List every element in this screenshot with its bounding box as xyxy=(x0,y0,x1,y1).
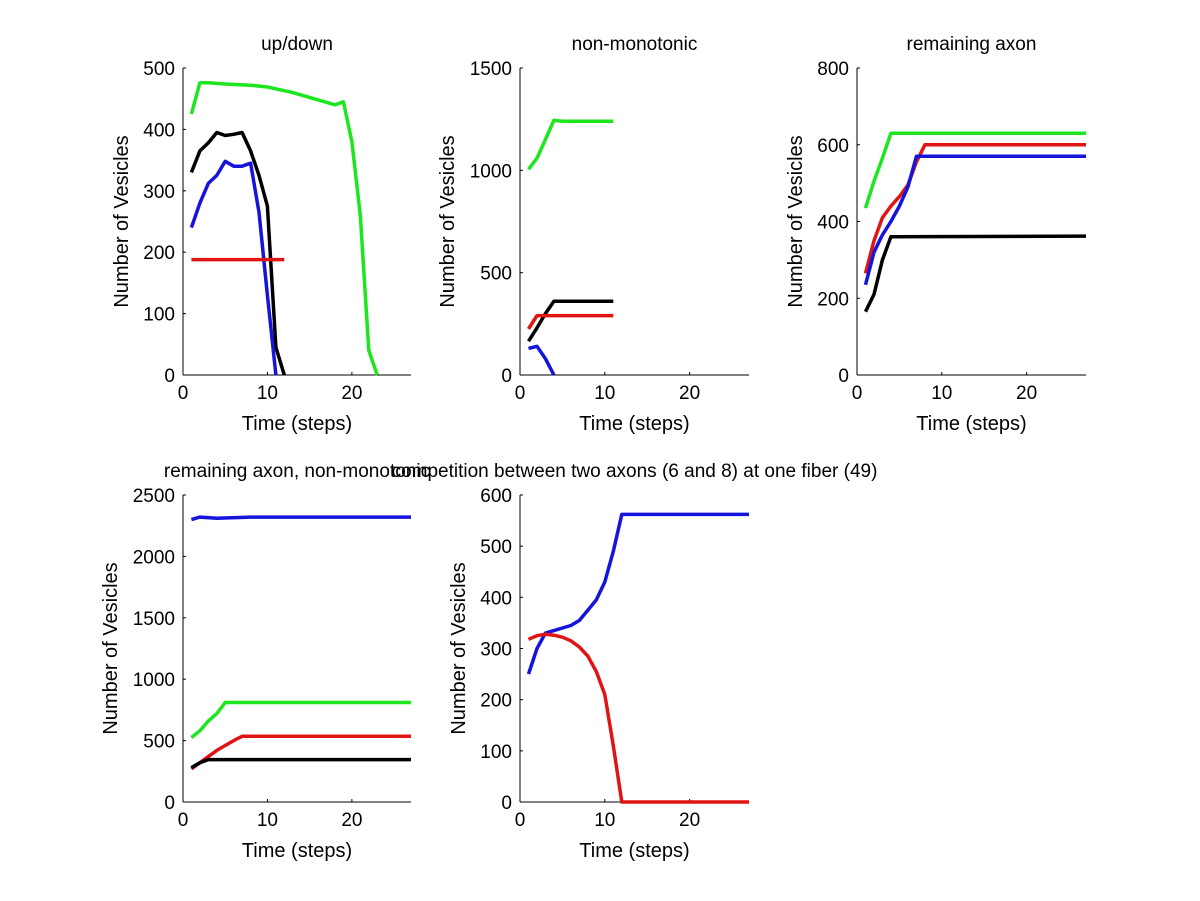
y-tick-label: 2000 xyxy=(133,547,175,568)
y-tick-label: 100 xyxy=(480,742,512,763)
series-line-green xyxy=(189,80,379,376)
y-tick-label: 200 xyxy=(143,243,175,264)
chart-title: competition between two axons (6 and 8) … xyxy=(392,461,878,482)
y-tick-label: 0 xyxy=(838,366,849,387)
series-line-red xyxy=(527,632,749,804)
x-tick-label: 20 xyxy=(341,383,362,404)
y-axis-label: Number of Vesicles xyxy=(111,135,133,307)
x-axis-label: Time (steps) xyxy=(242,413,352,435)
x-axis-label: Time (steps) xyxy=(579,840,689,862)
x-tick-label: 0 xyxy=(852,383,863,404)
y-tick-label: 400 xyxy=(480,588,512,609)
y-tick-label: 100 xyxy=(143,305,175,326)
x-tick-label: 20 xyxy=(341,810,362,831)
y-tick-label: 500 xyxy=(480,537,512,558)
y-tick-label: 1500 xyxy=(470,59,512,80)
x-tick-label: 10 xyxy=(257,810,278,831)
series-line-blue xyxy=(189,159,278,376)
y-tick-label: 300 xyxy=(143,182,175,203)
series-line-black xyxy=(527,299,614,343)
y-axis-label: Number of Vesicles xyxy=(437,135,459,307)
x-tick-label: 20 xyxy=(679,383,700,404)
series-line-green xyxy=(190,700,411,739)
chart-title: non-monotonic xyxy=(572,34,698,55)
x-tick-label: 10 xyxy=(594,810,615,831)
x-axis-label: Time (steps) xyxy=(579,413,689,435)
series-line-red xyxy=(527,313,614,330)
y-tick-label: 300 xyxy=(480,640,512,661)
series-line-black xyxy=(189,130,286,376)
x-axis-label: Time (steps) xyxy=(916,413,1026,435)
x-tick-label: 0 xyxy=(515,810,526,831)
y-tick-label: 800 xyxy=(817,59,849,80)
x-tick-label: 10 xyxy=(931,383,952,404)
x-tick-label: 20 xyxy=(1016,383,1037,404)
series-line-blue xyxy=(190,515,411,522)
y-tick-label: 1000 xyxy=(133,670,175,691)
y-tick-label: 600 xyxy=(480,486,512,507)
y-tick-label: 0 xyxy=(501,793,512,814)
y-axis-label: Number of Vesicles xyxy=(785,135,807,307)
y-tick-label: 200 xyxy=(817,289,849,310)
series-line-black xyxy=(863,234,1087,313)
y-tick-label: 1000 xyxy=(470,161,512,182)
series-line-blue xyxy=(526,512,749,675)
y-tick-label: 400 xyxy=(817,213,849,234)
y-tick-label: 400 xyxy=(143,120,175,141)
series-line-red xyxy=(190,734,411,771)
x-tick-label: 0 xyxy=(178,383,189,404)
y-axis-label: Number of Vesicles xyxy=(448,562,470,734)
series-line-green xyxy=(863,131,1086,209)
x-tick-label: 0 xyxy=(515,383,526,404)
y-tick-label: 0 xyxy=(164,793,175,814)
x-tick-label: 20 xyxy=(679,810,700,831)
chart-4: 0 10 20 0 500 1000 1500 2000 2500 remaining axon,… xyxy=(100,461,430,862)
x-tick-label: 10 xyxy=(594,383,615,404)
chart-2: 0 10 20 0 500 1000 1500 non-monotonic Time (step… xyxy=(437,34,749,435)
x-axis-label: Time (steps) xyxy=(242,840,352,862)
y-tick-label: 600 xyxy=(817,136,849,157)
y-tick-label: 200 xyxy=(480,691,512,712)
y-tick-label: 500 xyxy=(480,264,512,285)
series-line-black xyxy=(190,757,411,770)
y-tick-label: 500 xyxy=(143,732,175,753)
x-tick-label: 0 xyxy=(178,810,189,831)
series-line-blue xyxy=(528,344,556,376)
series-line-blue xyxy=(863,154,1086,286)
chart-title: remaining axon, non-monotonic xyxy=(164,461,430,482)
chart-title: up/down xyxy=(261,34,333,55)
x-tick-label: 10 xyxy=(257,383,278,404)
series-line-green xyxy=(527,118,614,171)
y-axis-label: Number of Vesicles xyxy=(100,562,122,734)
y-tick-label: 2500 xyxy=(133,486,175,507)
y-tick-label: 1500 xyxy=(133,609,175,630)
y-tick-label: 500 xyxy=(143,59,175,80)
y-tick-label: 0 xyxy=(501,366,512,387)
y-tick-label: 0 xyxy=(164,366,175,387)
series-line-red xyxy=(863,143,1086,274)
chart-title: remaining axon xyxy=(907,34,1037,55)
